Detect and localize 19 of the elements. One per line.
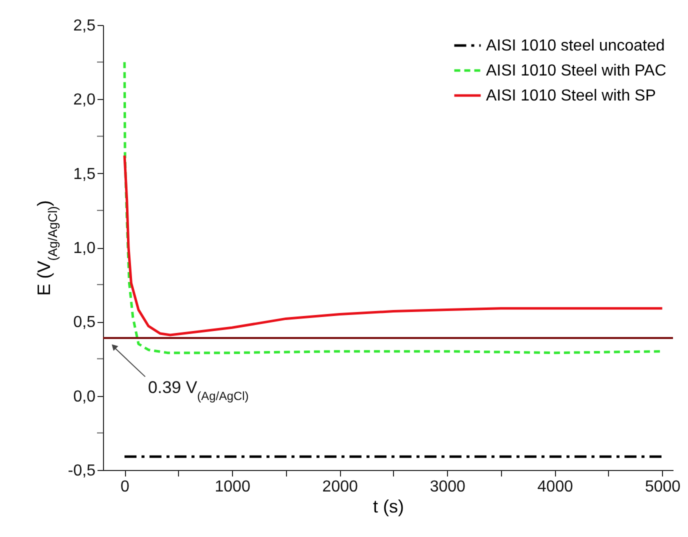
x-tick-label: 5000 bbox=[644, 478, 681, 496]
ref-line-label: 0.39 V$_{(Ag/AgCl)}$ bbox=[148, 378, 249, 403]
x-tick-label: 2000 bbox=[322, 478, 358, 496]
y-tick-label: 1,0 bbox=[73, 240, 96, 257]
legend-label: AISI 1010 steel uncoated bbox=[486, 38, 665, 54]
y-tick-label: -0,5 bbox=[68, 462, 96, 480]
y-tick-label: 1,5 bbox=[73, 166, 96, 183]
y-tick-label: 2,5 bbox=[73, 18, 96, 34]
legend-label: AISI 1010 Steel with PAC bbox=[486, 62, 666, 80]
x-tick-label: 3000 bbox=[430, 478, 466, 496]
x-tick-label: 1000 bbox=[214, 478, 250, 496]
y-tick-label: 2,0 bbox=[73, 92, 96, 109]
y-tick-label: 0,0 bbox=[73, 388, 96, 406]
legend-label: AISI 1010 Steel with SP bbox=[486, 88, 656, 104]
line-series bbox=[123, 154, 664, 336]
x-tick-label: 4000 bbox=[537, 478, 574, 496]
x-axis-title: t (s) bbox=[373, 496, 404, 516]
y-tick-label: 0,5 bbox=[73, 314, 96, 332]
x-tick-label: 0 bbox=[120, 478, 130, 496]
